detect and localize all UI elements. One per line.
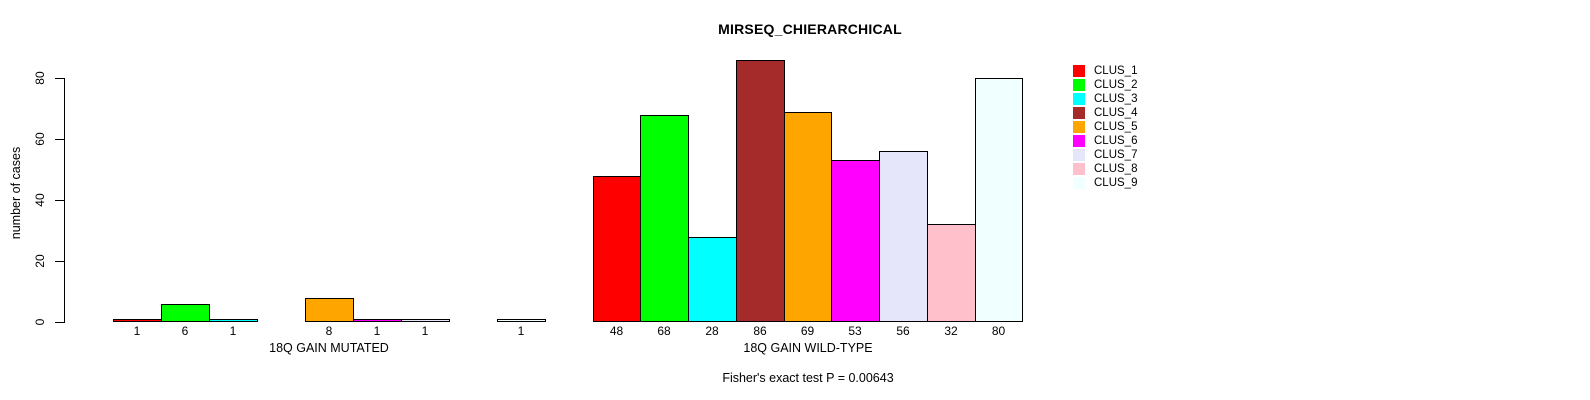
legend-swatch-clus_9 [1073,177,1085,189]
y-tick-label: 60 [33,132,47,146]
bar-mutated-clus_2 [161,304,210,322]
legend-label-clus_6: CLUS_6 [1094,135,1138,147]
legend-label-clus_1: CLUS_1 [1094,65,1138,77]
legend-label-clus_2: CLUS_2 [1094,79,1138,91]
fisher-test-annotation: Fisher's exact test P = 0.00643 [722,371,894,385]
bar-value-label: 48 [609,324,624,338]
legend-swatch-clus_5 [1073,121,1085,133]
x-axis-label-wild-type: 18Q GAIN WILD-TYPE [743,341,873,355]
bar-value-label: 1 [517,324,525,338]
bar-value-label: 8 [325,324,333,338]
bar-value-label: 53 [848,324,862,338]
y-tick-label: 40 [33,193,47,207]
legend-label-clus_7: CLUS_7 [1094,149,1138,161]
bar-mutated-clus_5 [305,298,354,322]
bar-value-label: 56 [896,324,910,338]
bar-wild-type-clus_6 [831,160,880,322]
legend-swatch-clus_3 [1073,93,1085,105]
bar-wild-type-clus_2 [640,115,689,322]
bar-wild-type-clus_8 [927,224,976,322]
bar-value-label: 1 [421,324,429,338]
y-tick-mark [55,78,64,79]
bar-mutated-clus_7 [401,319,450,322]
bar-value-label: 1 [229,324,237,338]
bar-wild-type-clus_7 [879,151,928,322]
bar-wild-type-clus_4 [736,60,785,322]
x-axis-label-mutated: 18Q GAIN MUTATED [269,341,389,355]
legend-label-clus_3: CLUS_3 [1094,93,1138,105]
bar-wild-type-clus_1 [593,176,641,322]
legend-swatch-clus_4 [1073,107,1085,119]
bar-value-label: 68 [657,324,671,338]
bar-wild-type-clus_5 [784,112,832,322]
y-tick-mark [55,139,64,140]
chart-title: MIRSEQ_CHIERARCHICAL [718,21,902,37]
legend-swatch-clus_6 [1073,135,1085,147]
bar-value-label: 1 [373,324,381,338]
bar-value-label: 28 [705,324,719,338]
legend-swatch-clus_7 [1073,149,1085,161]
y-tick-label: 20 [33,254,47,268]
legend-label-clus_9: CLUS_9 [1094,177,1138,189]
bar-value-label: 69 [800,324,815,338]
bar-mutated-clus_9 [497,319,546,322]
y-tick-label: 80 [33,71,47,85]
bar-value-label: 80 [991,324,1006,338]
bar-value-label: 86 [753,324,767,338]
y-tick-label: 0 [33,318,47,326]
bar-wild-type-clus_9 [975,78,1023,322]
bar-mutated-clus_6 [353,319,402,322]
legend-label-clus_8: CLUS_8 [1094,163,1138,175]
legend-swatch-clus_1 [1073,65,1085,77]
y-tick-mark [55,200,64,201]
bar-wild-type-clus_3 [688,237,737,322]
legend-swatch-clus_8 [1073,163,1085,175]
legend-swatch-clus_2 [1073,79,1085,91]
y-tick-mark [55,261,64,262]
y-axis-title: number of cases [9,146,23,240]
bar-value-label: 32 [944,324,958,338]
y-tick-mark [55,322,64,323]
bar-mutated-clus_3 [209,319,258,322]
y-axis-line [64,78,65,323]
legend-label-clus_5: CLUS_5 [1094,121,1138,133]
bar-mutated-clus_1 [113,319,162,322]
bar-value-label: 1 [133,324,141,338]
legend-label-clus_4: CLUS_4 [1094,107,1138,119]
bar-value-label: 6 [181,324,189,338]
